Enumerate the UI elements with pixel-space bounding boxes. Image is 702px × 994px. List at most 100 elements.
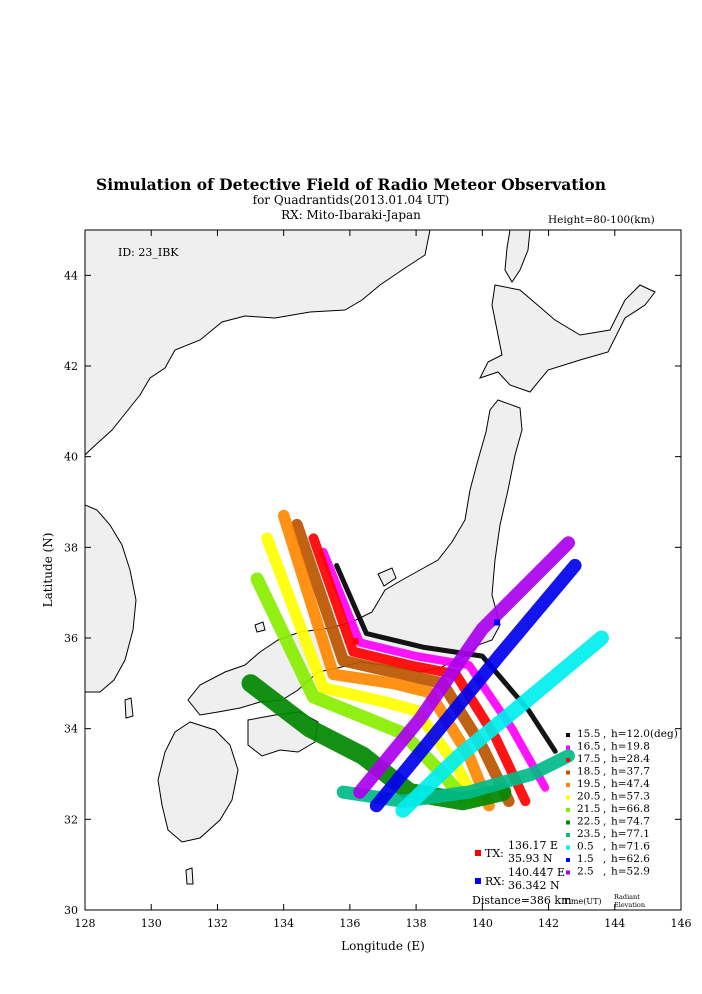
x-tick-label: 138 bbox=[406, 917, 427, 930]
legend-time: 23.5 bbox=[577, 828, 600, 840]
legend-comma: , bbox=[603, 791, 606, 803]
stations-layer bbox=[352, 619, 501, 645]
rx-station bbox=[494, 619, 501, 626]
sado-island bbox=[377, 567, 397, 587]
y-tick-label: 34 bbox=[64, 723, 78, 736]
rx-location: RX: Mito-Ibaraki-Japan bbox=[281, 208, 421, 222]
legend-radiant-header: Radiant bbox=[614, 893, 640, 901]
legend-comma: , bbox=[603, 803, 606, 815]
y-tick-label: 38 bbox=[64, 541, 78, 554]
legend-elevation: h=57.3 bbox=[611, 791, 650, 803]
legend-swatch bbox=[566, 783, 570, 787]
axis-ticks: 128 130 132 134 136 138 140 142 144 146 30 32 34 36 38… bbox=[64, 230, 692, 930]
legend-swatch bbox=[566, 870, 570, 875]
x-tick-label: 146 bbox=[671, 917, 692, 930]
id-label: ID: 23_IBK bbox=[118, 246, 179, 259]
legend-time: 2.5 bbox=[577, 866, 594, 878]
swath-18-5 bbox=[291, 518, 515, 807]
swath-15-5 bbox=[334, 563, 558, 754]
legend-time: 20.5 bbox=[577, 791, 600, 803]
oki-island bbox=[254, 621, 266, 633]
legend-swatch bbox=[566, 845, 570, 850]
legend-comma: , bbox=[603, 753, 606, 765]
x-tick-label: 132 bbox=[207, 917, 228, 930]
swath-2-5 bbox=[353, 536, 575, 799]
legend-elevation: h=47.4 bbox=[611, 778, 650, 790]
swath-20-5 bbox=[261, 532, 482, 807]
tx-lon: 136.17 E bbox=[508, 839, 558, 852]
y-tick-label: 44 bbox=[64, 269, 78, 282]
height-range: Height=80-100(km) bbox=[548, 214, 655, 226]
x-tick-label: 128 bbox=[75, 917, 96, 930]
tx-station bbox=[352, 638, 359, 645]
y-tick-label: 42 bbox=[64, 360, 78, 373]
legend-elevation: h=52.9 bbox=[611, 866, 650, 878]
legend-comma: , bbox=[603, 728, 606, 740]
legend-elevation: h=74.7 bbox=[611, 816, 650, 828]
legend-elevation: h=28.4 bbox=[611, 753, 650, 765]
x-tick-label: 130 bbox=[141, 917, 162, 930]
legend-time: 16.5 bbox=[577, 741, 600, 753]
y-axis-label: Latitude (N) bbox=[41, 533, 55, 608]
legend-elevation: h=77.1 bbox=[611, 828, 650, 840]
legend-swatch bbox=[566, 733, 570, 737]
legend-swatch bbox=[566, 795, 570, 800]
legend-swatch bbox=[566, 833, 570, 837]
tsushima-island bbox=[124, 697, 134, 719]
korea-land bbox=[85, 504, 137, 693]
legend-elevation: h=12.0(deg) bbox=[611, 728, 678, 740]
legend-time: 19.5 bbox=[577, 778, 600, 790]
plot-frame bbox=[84, 229, 682, 911]
legend-time: 18.5 bbox=[577, 766, 600, 778]
legend-comma: , bbox=[603, 778, 606, 790]
swath-19-5 bbox=[277, 509, 495, 812]
swath-0-5 bbox=[395, 630, 609, 818]
y-tick-label: 30 bbox=[64, 904, 78, 917]
x-tick-label: 144 bbox=[604, 917, 625, 930]
x-axis-label: Longitude (E) bbox=[341, 939, 425, 953]
legend-time: 0.5 bbox=[577, 841, 594, 853]
legend-swatch bbox=[566, 808, 570, 812]
distance-label: Distance=386 km bbox=[472, 894, 572, 907]
kyushu-land bbox=[157, 721, 239, 843]
legend-time: 17.5 bbox=[577, 753, 600, 765]
legend-elevation: h=37.7 bbox=[611, 766, 650, 778]
hokkaido-land bbox=[479, 284, 656, 393]
y-tick-label: 32 bbox=[64, 813, 78, 826]
rx-lat: 36.342 N bbox=[508, 879, 560, 892]
legend-time: 21.5 bbox=[577, 803, 600, 815]
x-tick-label: 134 bbox=[273, 917, 294, 930]
legend-time-header: Time(UT) bbox=[563, 897, 602, 906]
swath-17-5 bbox=[308, 533, 531, 807]
y-tick-label: 36 bbox=[64, 632, 78, 645]
legend-comma: , bbox=[603, 766, 606, 778]
chart-title: Simulation of Detective Field of Radio M… bbox=[96, 175, 606, 194]
legend-comma: , bbox=[603, 866, 606, 878]
mainland-asia-land bbox=[85, 230, 431, 456]
legend-elevation-header: Elevation bbox=[614, 901, 645, 909]
legend: 15.5, h=12.0(deg) 16.5, h=19.8 17.5, h=28.4 18… bbox=[566, 728, 678, 878]
y-tick-label: 40 bbox=[64, 451, 78, 464]
legend-comma: , bbox=[603, 828, 606, 840]
legend-swatch bbox=[566, 858, 570, 862]
tx-lat: 35.93 N bbox=[508, 852, 553, 865]
swath-22-5 bbox=[241, 674, 512, 811]
legend-swatch bbox=[566, 758, 570, 762]
legend-time: 22.5 bbox=[577, 816, 600, 828]
sakhalin-land bbox=[504, 230, 531, 283]
x-tick-label: 142 bbox=[538, 917, 559, 930]
legend-swatch bbox=[566, 820, 570, 825]
legend-time: 1.5 bbox=[577, 853, 594, 865]
rx-label: RX: bbox=[485, 875, 505, 888]
legend-swatch bbox=[566, 770, 570, 775]
tx-marker bbox=[475, 850, 481, 856]
swath-1-5 bbox=[369, 558, 582, 813]
legend-comma: , bbox=[603, 853, 606, 865]
chart-subtitle: for Quadrantids(2013.01.04 UT) bbox=[252, 193, 450, 207]
rx-marker bbox=[475, 878, 481, 884]
legend-comma: , bbox=[603, 741, 606, 753]
legend-time: 15.5 bbox=[577, 728, 600, 740]
swath-16-5 bbox=[319, 547, 550, 792]
rx-lon: 140.447 E bbox=[508, 866, 565, 879]
